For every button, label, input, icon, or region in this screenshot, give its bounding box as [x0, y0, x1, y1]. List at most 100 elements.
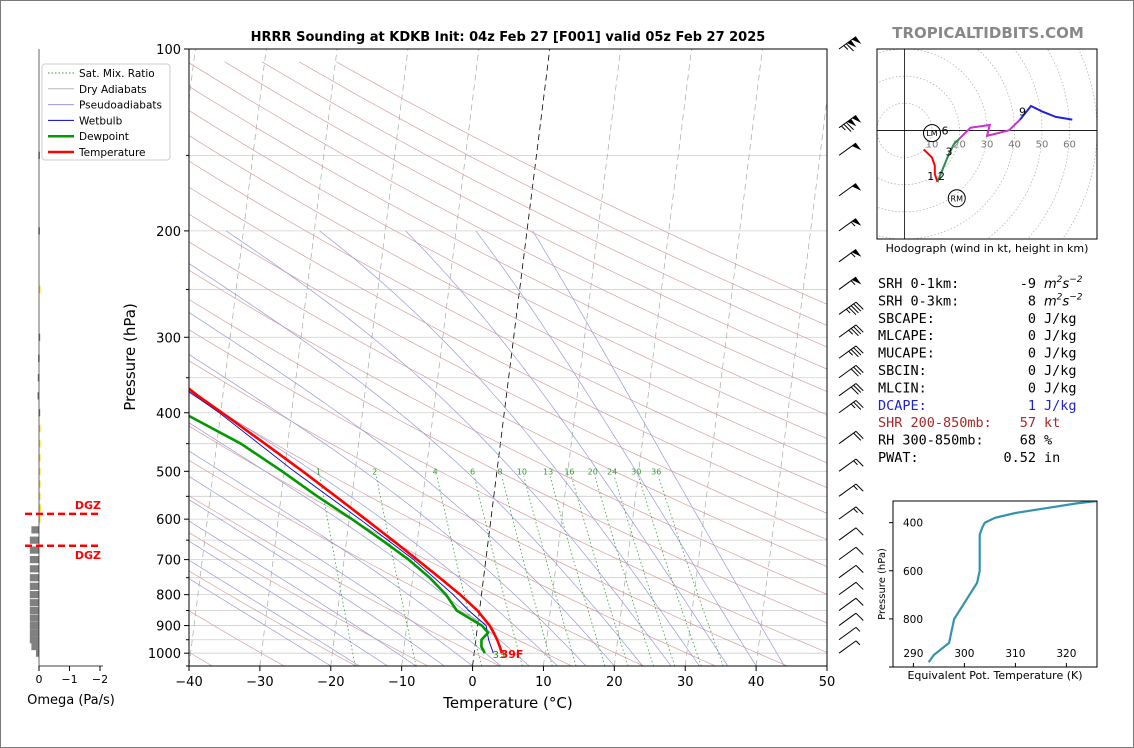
mixing-ratio-label: 16	[564, 468, 574, 477]
hodograph-segment	[936, 137, 961, 183]
chart-title: HRRR Sounding at KDKB Init: 04z Feb 27 […	[251, 30, 766, 45]
hodograph-segment	[958, 118, 1021, 140]
mixing-ratio-line	[474, 476, 523, 666]
barb-flag	[853, 366, 862, 375]
mixing-ratio-line	[436, 476, 483, 666]
moist-adiabat	[475, 230, 757, 666]
wind-barb	[838, 345, 864, 359]
barb-flag	[850, 368, 859, 377]
wind-barb	[838, 597, 864, 611]
stat-unit: %	[1044, 433, 1052, 449]
mixing-ratio-line	[594, 476, 654, 666]
dry-adiabat	[189, 213, 827, 541]
x-tick-label: 40	[748, 675, 765, 690]
x-tick-label: −10	[388, 675, 415, 690]
stat-row: SRH 0-1km: -9 m2s−2	[878, 275, 1083, 292]
skewt-ticks: −40 −30 −20 −10 0 10 20 30 40 50 100 200 300 400 500 60…	[148, 43, 835, 690]
stat-value: 0	[1028, 380, 1036, 396]
dry-adiabat	[189, 495, 500, 666]
stat-label: DCAPE:	[878, 398, 927, 414]
omega-bar	[29, 629, 39, 637]
wind-barb	[838, 301, 864, 316]
mixing-ratio-label: 36	[651, 468, 661, 477]
wind-barb	[838, 383, 864, 397]
barb-flag	[845, 43, 854, 52]
barb-flag	[855, 400, 864, 409]
wind-barb	[838, 612, 864, 626]
omega-bar	[39, 515, 41, 523]
legend-entry: Sat. Mix. Ratio	[79, 68, 155, 80]
omega-bar	[29, 599, 39, 607]
skewt-panel: 1 2 4 6 8 10 13 16 20 24 30 36 −40 −30 −20 −10 0 10 20 30 4…	[121, 43, 835, 712]
hodograph-ring-label: 10	[926, 139, 939, 150]
omega-bar	[29, 614, 39, 622]
dry-adiabat	[189, 62, 827, 393]
stats-table: SRH 0-1km: -9 m2s−2 SRH 0-3km: 8 m2s−2 SBCAPE:…	[878, 275, 1083, 466]
storm-motion-marker: RM	[947, 189, 966, 208]
stat-label: RH 300-850mb:	[878, 433, 984, 449]
stat-value: 0	[1028, 346, 1036, 362]
moist-adiabat	[319, 230, 700, 666]
stat-value: 1	[1028, 398, 1036, 414]
barb-pennant	[847, 40, 857, 48]
stat-label: PWAT:	[878, 450, 919, 466]
mixing-ratio-line	[614, 476, 676, 666]
hodograph-segment	[1019, 104, 1073, 121]
barb-half-flag	[848, 329, 854, 335]
mixing-ratio-label: 1	[316, 468, 321, 477]
dry-adiabat	[189, 532, 429, 666]
storm-motion-circle	[947, 189, 966, 208]
y-tick-label: 400	[156, 407, 181, 422]
mixing-ratio-line	[658, 476, 724, 666]
stat-unit: J/kg	[1044, 363, 1077, 379]
omega-panel: 0 −1 −2 Omega (Pa/s) DGZ DGZ	[25, 49, 115, 708]
wind-barbs	[838, 36, 864, 666]
dry-adiabat	[189, 570, 357, 666]
barb-flag	[850, 349, 859, 358]
barb-flag	[848, 307, 857, 316]
barb-half-flag	[850, 403, 856, 409]
y-tick-label: 100	[156, 43, 181, 58]
stat-row: MUCAPE: 0 J/kg	[878, 346, 1077, 362]
barb-flag	[853, 303, 862, 312]
stat-label: MLCIN:	[878, 380, 927, 396]
barb-staff	[838, 527, 857, 541]
moist-adiabat	[189, 450, 502, 666]
skewt-background-lines: 1 2 4 6 8 10 13 16 20 24 30 36	[189, 49, 827, 666]
dry-adiabat	[189, 392, 716, 666]
barb-flag	[855, 324, 864, 333]
x-tick-label: 20	[606, 675, 623, 690]
barb-flag	[855, 383, 864, 392]
moist-adiabat	[189, 559, 360, 666]
omega-bar	[35, 649, 39, 657]
mixing-ratio-label: 2	[372, 468, 377, 477]
dry-adiabat	[336, 61, 827, 305]
dry-adiabat	[189, 85, 827, 416]
mixing-ratio-label: 13	[543, 468, 553, 477]
stat-unit: m2s−2	[1044, 275, 1083, 292]
stat-row: DCAPE: 1 J/kg	[878, 398, 1077, 414]
barb-half-flag	[850, 252, 856, 258]
moist-adiabat	[189, 578, 331, 666]
barb-flag	[855, 345, 864, 354]
isotherm-line	[613, 49, 692, 666]
x-tick-label: 0	[468, 675, 476, 690]
barb-flag	[845, 122, 854, 131]
mixing-ratio-label: 30	[631, 468, 641, 477]
x-tick-label: −30	[246, 675, 273, 690]
barb-half-flag	[853, 485, 858, 491]
hodograph-ring-label: 60	[1063, 139, 1076, 150]
dry-adiabat	[189, 299, 827, 624]
omega-bar	[31, 642, 39, 651]
moist-adiabat	[189, 476, 473, 666]
dry-adiabat	[189, 425, 644, 666]
barb-staff	[838, 564, 857, 579]
barb-half-flag	[853, 508, 858, 513]
mixing-ratio-label: 20	[588, 468, 598, 477]
moist-adiabat	[532, 230, 785, 666]
omega-bar	[29, 546, 39, 554]
barb-half-flag	[843, 45, 849, 50]
stat-row: SBCIN: 0 J/kg	[878, 363, 1077, 379]
theta-e-x-tick-label: 320	[1056, 648, 1076, 660]
